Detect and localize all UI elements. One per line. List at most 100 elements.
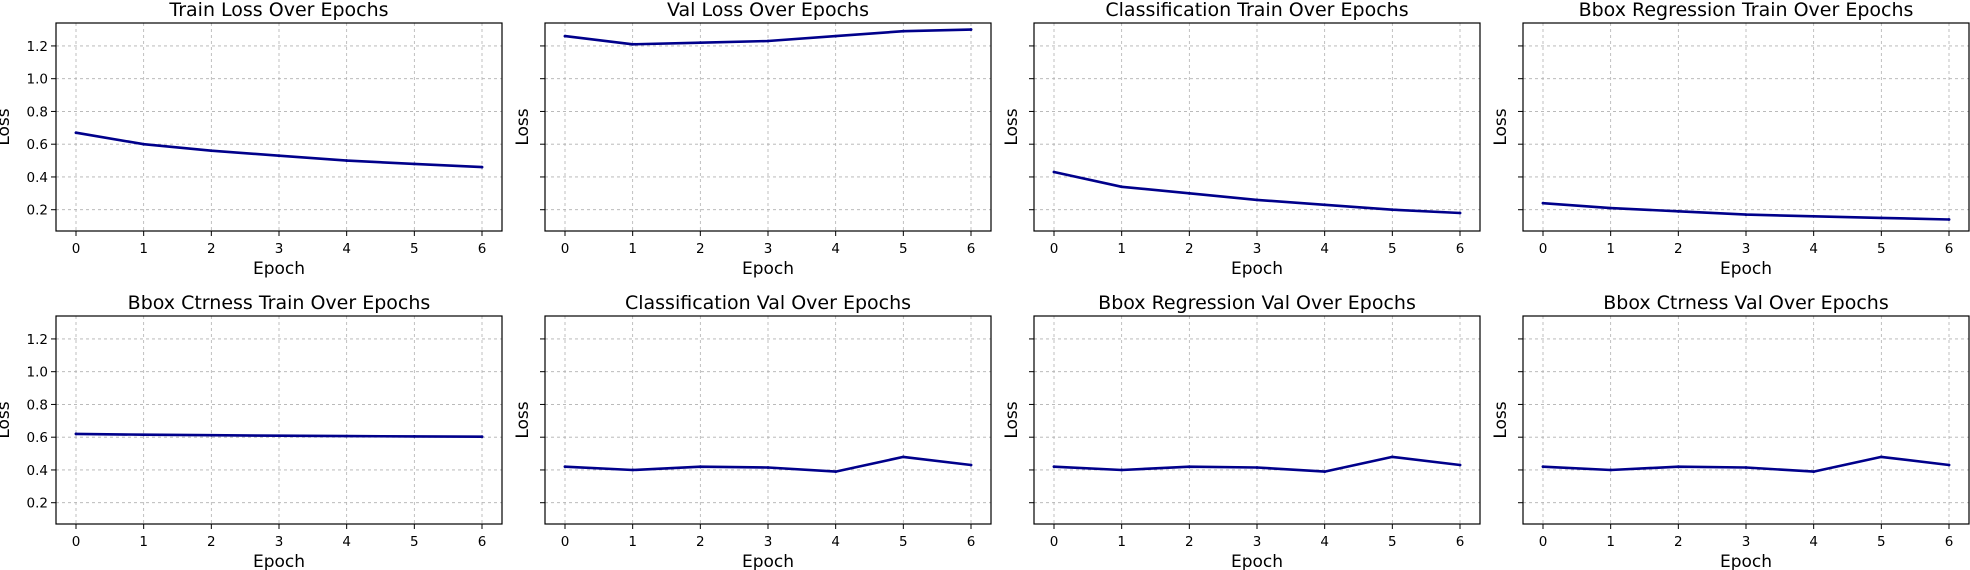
x-axis-label: Epoch bbox=[1720, 552, 1772, 570]
x-tick-label: 0 bbox=[72, 241, 81, 257]
x-tick-label: 5 bbox=[899, 534, 908, 550]
data-point bbox=[564, 35, 567, 38]
x-tick-label: 2 bbox=[207, 534, 216, 550]
data-point bbox=[699, 41, 702, 44]
x-tick-label: 2 bbox=[1674, 534, 1683, 550]
y-axis-label: Loss bbox=[513, 401, 533, 438]
y-axis-label: Loss bbox=[1491, 401, 1511, 438]
y-axis-label: Loss bbox=[0, 401, 14, 438]
x-tick-label: 3 bbox=[275, 534, 284, 550]
x-tick-label: 4 bbox=[1320, 241, 1329, 257]
x-tick-label: 2 bbox=[1674, 241, 1683, 257]
x-tick-label: 3 bbox=[1253, 534, 1262, 550]
x-tick-label: 4 bbox=[342, 534, 351, 550]
data-point bbox=[970, 28, 973, 31]
data-point bbox=[564, 465, 567, 468]
x-tick-label: 5 bbox=[1877, 241, 1886, 257]
x-tick-label: 3 bbox=[275, 241, 284, 257]
data-point bbox=[75, 131, 78, 134]
subplot-7: 0 1 2 3 4 5 6 Bbox Regression Val Over Epochs Ep… bbox=[1002, 292, 1480, 570]
data-point bbox=[413, 162, 416, 165]
data-point bbox=[1745, 213, 1748, 216]
data-point bbox=[1459, 464, 1462, 467]
subplot-title: Bbox Regression Val Over Epochs bbox=[1098, 292, 1416, 314]
subplot-1: 0 1 2 3 4 5 6 0.2 0.4 0.6 0.8 1.0 1.2 Train Loss Over… bbox=[0, 0, 502, 279]
data-point bbox=[1542, 202, 1545, 205]
x-tick-label: 4 bbox=[1809, 241, 1818, 257]
x-tick-label: 1 bbox=[139, 534, 148, 550]
data-point bbox=[75, 433, 78, 436]
data-point bbox=[278, 154, 281, 157]
x-tick-label: 6 bbox=[478, 534, 487, 550]
x-tick-label: 1 bbox=[1117, 534, 1126, 550]
x-tick-label: 0 bbox=[561, 534, 570, 550]
y-tick-label: 1.0 bbox=[27, 72, 48, 88]
x-tick-label: 6 bbox=[967, 534, 976, 550]
x-axis-label: Epoch bbox=[1720, 259, 1772, 279]
x-tick-label: 1 bbox=[1606, 241, 1615, 257]
x-tick-label: 1 bbox=[628, 241, 637, 257]
x-tick-label: 6 bbox=[478, 241, 487, 257]
data-point bbox=[631, 43, 634, 46]
x-tick-label: 3 bbox=[1742, 534, 1751, 550]
x-tick-label: 0 bbox=[561, 241, 570, 257]
y-axis-label: Loss bbox=[0, 108, 14, 145]
data-point bbox=[1256, 198, 1259, 201]
data-point bbox=[1609, 469, 1612, 472]
data-point bbox=[210, 434, 213, 437]
data-point bbox=[1120, 185, 1123, 188]
x-tick-label: 2 bbox=[1185, 534, 1194, 550]
x-tick-label: 1 bbox=[628, 534, 637, 550]
y-axis-label: Loss bbox=[1002, 108, 1022, 145]
data-point bbox=[1323, 203, 1326, 206]
subplot-title: Bbox Regression Train Over Epochs bbox=[1579, 0, 1914, 21]
y-tick-label: 0.2 bbox=[27, 496, 48, 512]
data-point bbox=[767, 466, 770, 469]
data-point bbox=[1677, 465, 1680, 468]
data-point bbox=[278, 434, 281, 437]
x-axis-label: Epoch bbox=[742, 259, 794, 279]
subplot-title: Train Loss Over Epochs bbox=[168, 0, 388, 21]
data-point bbox=[1677, 210, 1680, 213]
data-point bbox=[481, 166, 484, 169]
loss-series-line bbox=[1543, 457, 1949, 472]
y-tick-label: 0.6 bbox=[27, 137, 48, 153]
subplot-5: 0 1 2 3 4 5 6 0.2 0.4 0.6 0.8 1.0 1.2 Bbox Ctrness Tr… bbox=[0, 292, 502, 570]
y-tick-label: 1.2 bbox=[27, 332, 48, 348]
x-tick-label: 4 bbox=[831, 241, 840, 257]
x-axis-label: Epoch bbox=[253, 259, 305, 279]
x-tick-label: 2 bbox=[696, 534, 705, 550]
x-axis-label: Epoch bbox=[253, 552, 305, 570]
data-point bbox=[1323, 470, 1326, 473]
data-point bbox=[1745, 466, 1748, 469]
data-point bbox=[345, 435, 348, 438]
data-point bbox=[1120, 469, 1123, 472]
x-tick-label: 5 bbox=[1388, 241, 1397, 257]
x-axis-label: Epoch bbox=[742, 552, 794, 570]
data-point bbox=[1053, 171, 1056, 174]
x-tick-label: 6 bbox=[1456, 241, 1465, 257]
data-point bbox=[834, 470, 837, 473]
data-point bbox=[902, 30, 905, 33]
subplot-8: 0 1 2 3 4 5 6 Bbox Ctrness Val Over Epochs Epoch… bbox=[1491, 292, 1969, 570]
loss-series-line bbox=[565, 457, 971, 472]
x-axis-label: Epoch bbox=[1231, 552, 1283, 570]
y-tick-label: 0.2 bbox=[27, 203, 48, 219]
x-tick-label: 5 bbox=[410, 241, 419, 257]
y-axis-label: Loss bbox=[1491, 108, 1511, 145]
data-point bbox=[970, 464, 973, 467]
x-tick-label: 3 bbox=[1742, 241, 1751, 257]
x-tick-label: 4 bbox=[1320, 534, 1329, 550]
data-point bbox=[1948, 218, 1951, 221]
x-tick-label: 2 bbox=[696, 241, 705, 257]
subplot-title: Bbox Ctrness Train Over Epochs bbox=[128, 292, 431, 314]
subplot-2: 0 1 2 3 4 5 6 Val Loss Over Epochs Epoch Loss bbox=[513, 0, 991, 279]
data-point bbox=[1188, 465, 1191, 468]
data-point bbox=[142, 143, 145, 146]
data-point bbox=[1948, 464, 1951, 467]
x-tick-label: 2 bbox=[207, 241, 216, 257]
x-tick-label: 4 bbox=[1809, 534, 1818, 550]
subplot-title: Classification Val Over Epochs bbox=[625, 292, 911, 314]
x-tick-label: 6 bbox=[967, 241, 976, 257]
